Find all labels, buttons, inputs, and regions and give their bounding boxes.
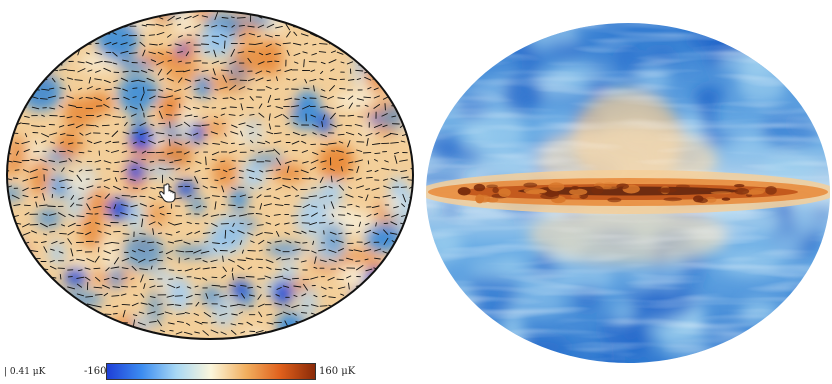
colorbar-min-label: -160: [84, 366, 107, 377]
colorbar: [106, 363, 316, 380]
hand-pointer-icon: [158, 183, 176, 203]
vector-scale-label: | 0.41 μK: [4, 367, 46, 377]
dust-polarization-map: [426, 23, 830, 363]
map-boundary: [6, 10, 414, 340]
colorbar-max-label: 160 μK: [319, 366, 356, 377]
cmb-polarization-map: [6, 10, 414, 340]
